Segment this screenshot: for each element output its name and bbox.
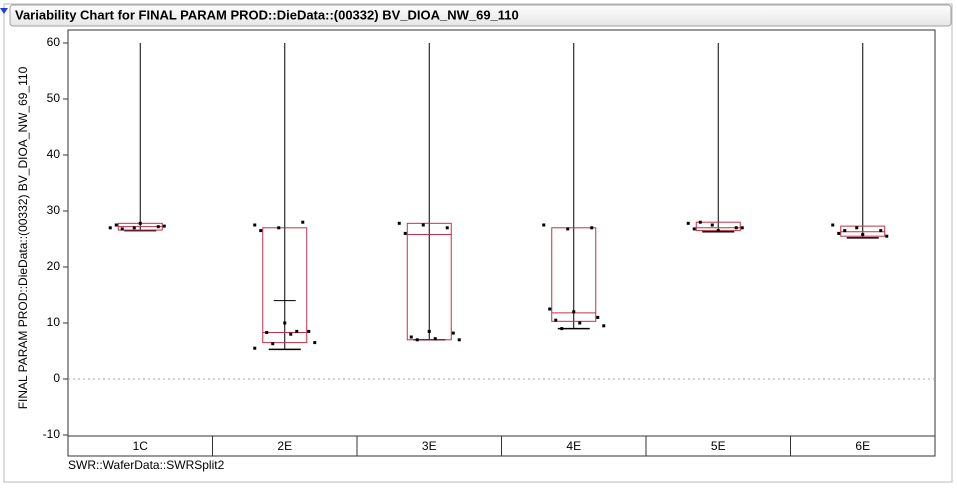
data-point [132,226,136,230]
data-point [289,332,293,336]
data-point [265,331,269,335]
data-point [590,226,594,230]
data-point [831,223,835,227]
data-point [114,223,118,227]
data-point [710,223,714,227]
data-point [879,229,883,233]
data-point [716,229,720,233]
data-point [843,229,847,233]
data-point [548,307,552,311]
y-tick-label: 20 [47,259,61,273]
data-point [307,329,311,333]
data-point [259,229,263,233]
data-point [692,227,696,231]
plot-frame [67,29,936,437]
data-point [277,226,281,230]
x-axis-label: SWR::WaferData::SWRSplit2 [68,458,225,472]
data-point [740,226,744,230]
data-point [734,226,738,230]
data-point [451,331,455,335]
data-point [301,220,305,224]
data-point [108,226,112,230]
data-point [566,227,570,231]
disclosure-icon[interactable] [0,8,8,14]
data-point [572,310,576,314]
data-point [138,221,142,225]
data-point [253,223,257,227]
data-point [313,341,317,345]
y-tick-label: 0 [53,371,60,385]
data-point [433,337,437,341]
data-point [855,226,859,230]
chart-title: Variability Chart for FINAL PARAM PROD::… [15,7,519,22]
x-tick-label: 2E [277,439,292,453]
box [551,227,597,322]
data-point [271,342,275,346]
data-point [554,318,558,322]
data-point [283,321,287,325]
y-axis-label: FINAL PARAM PROD::DieData::(00332) BV_DI… [16,66,30,409]
y-tick-label: 40 [47,147,61,161]
data-point [542,223,546,227]
data-point [156,225,160,229]
data-point [457,338,461,342]
data-point [578,321,582,325]
data-point [698,220,702,224]
x-tick-label: 3E [422,439,437,453]
data-point [560,327,564,331]
data-point [421,223,425,227]
y-tick-label: 50 [47,91,61,105]
title-bar[interactable] [9,4,952,27]
x-tick-label: 5E [711,439,726,453]
data-point [445,226,449,230]
box [406,222,452,341]
x-tick-label: 4E [566,439,581,453]
data-point [427,329,431,333]
data-point [295,329,299,333]
data-point [120,227,124,231]
box [262,227,308,344]
y-tick-label: 10 [47,315,61,329]
data-point [409,335,413,339]
data-point [403,231,407,235]
data-point [162,224,166,228]
box [840,225,886,237]
data-point [415,338,419,342]
data-point [602,324,606,328]
data-point [837,231,841,235]
data-point [397,221,401,225]
data-point [596,315,600,319]
x-tick-label: 1C [133,439,149,453]
y-tick-label: 60 [47,35,61,49]
data-point [885,234,889,238]
y-tick-label: 30 [47,203,61,217]
data-point [253,346,257,350]
data-point [686,221,690,225]
data-point [861,233,865,237]
x-tick-label: 6E [855,439,870,453]
y-tick-label: -10 [43,427,61,441]
